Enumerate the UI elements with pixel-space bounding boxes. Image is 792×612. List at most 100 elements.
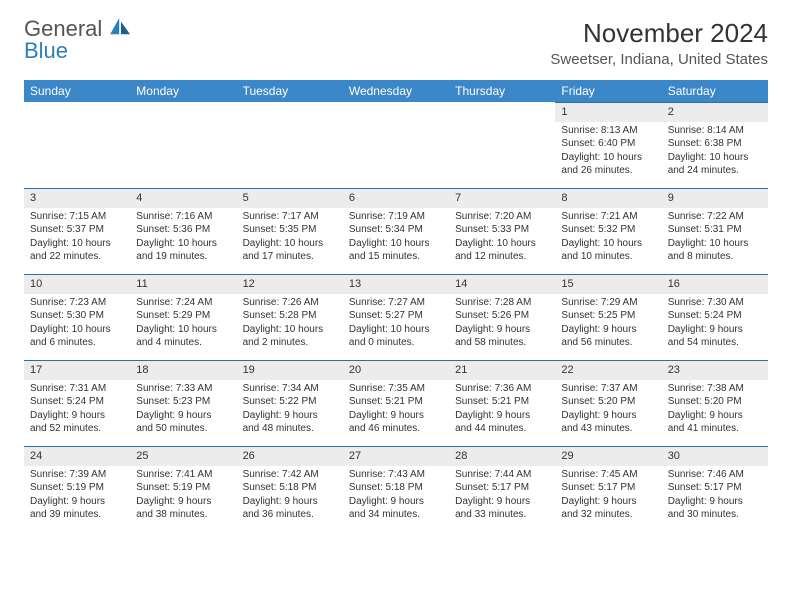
day-line-ss: Sunset: 5:20 PM bbox=[561, 395, 655, 409]
day-body: Sunrise: 7:17 AMSunset: 5:35 PMDaylight:… bbox=[237, 208, 343, 268]
day-line-d2: and 30 minutes. bbox=[668, 508, 762, 522]
day-line-ss: Sunset: 5:37 PM bbox=[30, 223, 124, 237]
calendar-day-cell: 11Sunrise: 7:24 AMSunset: 5:29 PMDayligh… bbox=[130, 274, 236, 360]
day-line-sr: Sunrise: 7:21 AM bbox=[561, 210, 655, 224]
day-line-ss: Sunset: 5:19 PM bbox=[136, 481, 230, 495]
calendar-day-cell: 1Sunrise: 8:13 AMSunset: 6:40 PMDaylight… bbox=[555, 102, 661, 188]
calendar-day-cell: 2Sunrise: 8:14 AMSunset: 6:38 PMDaylight… bbox=[662, 102, 768, 188]
day-body: Sunrise: 8:14 AMSunset: 6:38 PMDaylight:… bbox=[662, 122, 768, 182]
day-line-ss: Sunset: 5:17 PM bbox=[455, 481, 549, 495]
day-line-d2: and 39 minutes. bbox=[30, 508, 124, 522]
weekday-header: Sunday bbox=[24, 80, 130, 102]
title-block: November 2024 Sweetser, Indiana, United … bbox=[550, 18, 768, 68]
day-body: Sunrise: 7:15 AMSunset: 5:37 PMDaylight:… bbox=[24, 208, 130, 268]
day-line-d1: Daylight: 10 hours bbox=[136, 323, 230, 337]
day-number: 19 bbox=[237, 360, 343, 380]
day-body: Sunrise: 7:24 AMSunset: 5:29 PMDaylight:… bbox=[130, 294, 236, 354]
day-number: 16 bbox=[662, 274, 768, 294]
weekday-header: Wednesday bbox=[343, 80, 449, 102]
calendar-day-cell: 22Sunrise: 7:37 AMSunset: 5:20 PMDayligh… bbox=[555, 360, 661, 446]
day-line-d1: Daylight: 10 hours bbox=[349, 323, 443, 337]
day-line-sr: Sunrise: 7:36 AM bbox=[455, 382, 549, 396]
day-body bbox=[449, 122, 555, 128]
calendar-day-cell: 14Sunrise: 7:28 AMSunset: 5:26 PMDayligh… bbox=[449, 274, 555, 360]
day-line-sr: Sunrise: 7:39 AM bbox=[30, 468, 124, 482]
calendar-day-cell: 24Sunrise: 7:39 AMSunset: 5:19 PMDayligh… bbox=[24, 446, 130, 532]
calendar-day-cell bbox=[237, 102, 343, 188]
day-line-ss: Sunset: 5:30 PM bbox=[30, 309, 124, 323]
calendar-day-cell: 26Sunrise: 7:42 AMSunset: 5:18 PMDayligh… bbox=[237, 446, 343, 532]
calendar-day-cell: 25Sunrise: 7:41 AMSunset: 5:19 PMDayligh… bbox=[130, 446, 236, 532]
calendar-day-cell: 4Sunrise: 7:16 AMSunset: 5:36 PMDaylight… bbox=[130, 188, 236, 274]
calendar-day-cell: 30Sunrise: 7:46 AMSunset: 5:17 PMDayligh… bbox=[662, 446, 768, 532]
day-line-ss: Sunset: 6:38 PM bbox=[668, 137, 762, 151]
day-line-d1: Daylight: 10 hours bbox=[561, 237, 655, 251]
day-number: 29 bbox=[555, 446, 661, 466]
day-line-d2: and 33 minutes. bbox=[455, 508, 549, 522]
calendar-week-row: 1Sunrise: 8:13 AMSunset: 6:40 PMDaylight… bbox=[24, 102, 768, 188]
day-line-d2: and 8 minutes. bbox=[668, 250, 762, 264]
calendar-table: Sunday Monday Tuesday Wednesday Thursday… bbox=[24, 80, 768, 532]
day-line-ss: Sunset: 5:24 PM bbox=[668, 309, 762, 323]
day-line-sr: Sunrise: 7:29 AM bbox=[561, 296, 655, 310]
month-title: November 2024 bbox=[550, 18, 768, 49]
day-line-ss: Sunset: 5:24 PM bbox=[30, 395, 124, 409]
day-line-sr: Sunrise: 7:23 AM bbox=[30, 296, 124, 310]
day-line-ss: Sunset: 5:21 PM bbox=[455, 395, 549, 409]
day-number: 11 bbox=[130, 274, 236, 294]
day-body: Sunrise: 7:46 AMSunset: 5:17 PMDaylight:… bbox=[662, 466, 768, 526]
day-body: Sunrise: 7:34 AMSunset: 5:22 PMDaylight:… bbox=[237, 380, 343, 440]
day-body: Sunrise: 7:30 AMSunset: 5:24 PMDaylight:… bbox=[662, 294, 768, 354]
logo-sail-icon bbox=[110, 18, 132, 36]
day-line-sr: Sunrise: 7:41 AM bbox=[136, 468, 230, 482]
logo-line2: Blue bbox=[24, 38, 68, 63]
day-line-sr: Sunrise: 7:31 AM bbox=[30, 382, 124, 396]
day-body: Sunrise: 7:23 AMSunset: 5:30 PMDaylight:… bbox=[24, 294, 130, 354]
calendar-week-row: 10Sunrise: 7:23 AMSunset: 5:30 PMDayligh… bbox=[24, 274, 768, 360]
day-line-sr: Sunrise: 7:33 AM bbox=[136, 382, 230, 396]
day-line-d1: Daylight: 9 hours bbox=[561, 495, 655, 509]
day-number: 23 bbox=[662, 360, 768, 380]
calendar-day-cell: 29Sunrise: 7:45 AMSunset: 5:17 PMDayligh… bbox=[555, 446, 661, 532]
day-line-d2: and 50 minutes. bbox=[136, 422, 230, 436]
calendar-day-cell: 20Sunrise: 7:35 AMSunset: 5:21 PMDayligh… bbox=[343, 360, 449, 446]
day-body: Sunrise: 7:33 AMSunset: 5:23 PMDaylight:… bbox=[130, 380, 236, 440]
calendar-week-row: 24Sunrise: 7:39 AMSunset: 5:19 PMDayligh… bbox=[24, 446, 768, 532]
day-line-d1: Daylight: 10 hours bbox=[30, 323, 124, 337]
day-line-d2: and 26 minutes. bbox=[561, 164, 655, 178]
calendar-day-cell: 28Sunrise: 7:44 AMSunset: 5:17 PMDayligh… bbox=[449, 446, 555, 532]
day-line-ss: Sunset: 5:23 PM bbox=[136, 395, 230, 409]
day-number: 6 bbox=[343, 188, 449, 208]
day-line-ss: Sunset: 5:29 PM bbox=[136, 309, 230, 323]
day-line-d1: Daylight: 9 hours bbox=[668, 323, 762, 337]
day-body bbox=[24, 122, 130, 128]
day-line-d1: Daylight: 10 hours bbox=[455, 237, 549, 251]
day-line-d2: and 56 minutes. bbox=[561, 336, 655, 350]
calendar-day-cell: 19Sunrise: 7:34 AMSunset: 5:22 PMDayligh… bbox=[237, 360, 343, 446]
day-line-d1: Daylight: 9 hours bbox=[30, 409, 124, 423]
day-number: 20 bbox=[343, 360, 449, 380]
day-body: Sunrise: 7:41 AMSunset: 5:19 PMDaylight:… bbox=[130, 466, 236, 526]
day-body: Sunrise: 7:19 AMSunset: 5:34 PMDaylight:… bbox=[343, 208, 449, 268]
day-line-d1: Daylight: 9 hours bbox=[455, 495, 549, 509]
day-body: Sunrise: 7:42 AMSunset: 5:18 PMDaylight:… bbox=[237, 466, 343, 526]
day-line-d1: Daylight: 9 hours bbox=[455, 409, 549, 423]
day-line-d1: Daylight: 9 hours bbox=[561, 409, 655, 423]
calendar-day-cell: 21Sunrise: 7:36 AMSunset: 5:21 PMDayligh… bbox=[449, 360, 555, 446]
day-number: 9 bbox=[662, 188, 768, 208]
day-body: Sunrise: 7:21 AMSunset: 5:32 PMDaylight:… bbox=[555, 208, 661, 268]
day-line-d2: and 58 minutes. bbox=[455, 336, 549, 350]
day-line-sr: Sunrise: 7:26 AM bbox=[243, 296, 337, 310]
day-body: Sunrise: 7:28 AMSunset: 5:26 PMDaylight:… bbox=[449, 294, 555, 354]
weekday-header: Monday bbox=[130, 80, 236, 102]
day-line-d1: Daylight: 10 hours bbox=[349, 237, 443, 251]
day-number: 17 bbox=[24, 360, 130, 380]
day-body: Sunrise: 7:37 AMSunset: 5:20 PMDaylight:… bbox=[555, 380, 661, 440]
weekday-header: Tuesday bbox=[237, 80, 343, 102]
day-line-ss: Sunset: 5:17 PM bbox=[561, 481, 655, 495]
day-line-d2: and 48 minutes. bbox=[243, 422, 337, 436]
day-line-sr: Sunrise: 7:35 AM bbox=[349, 382, 443, 396]
calendar-day-cell: 15Sunrise: 7:29 AMSunset: 5:25 PMDayligh… bbox=[555, 274, 661, 360]
day-line-d1: Daylight: 9 hours bbox=[349, 495, 443, 509]
day-line-ss: Sunset: 5:34 PM bbox=[349, 223, 443, 237]
